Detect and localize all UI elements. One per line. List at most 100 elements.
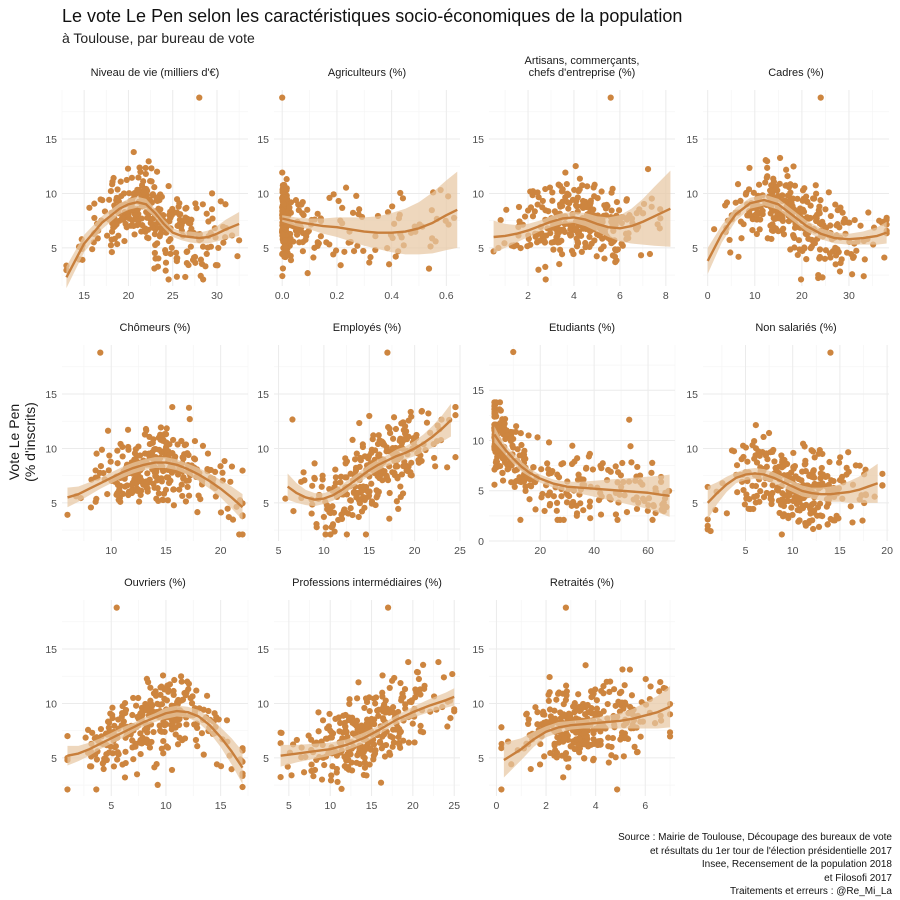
data-point — [581, 755, 588, 762]
x-tick-label: 4 — [593, 800, 599, 812]
data-point — [614, 786, 621, 793]
data-point — [198, 730, 206, 737]
facet-panel: Employés (%) 5 10 15 20 25 5 10 15 — [257, 322, 466, 557]
data-point — [142, 164, 149, 172]
data-point — [185, 686, 192, 693]
data-point — [400, 436, 408, 443]
data-point — [89, 246, 96, 253]
data-point — [734, 181, 742, 188]
data-point — [170, 691, 177, 699]
data-point — [184, 450, 191, 457]
data-point — [342, 184, 350, 191]
data-point — [407, 408, 414, 416]
data-point — [542, 185, 549, 193]
data-point — [343, 753, 350, 761]
data-point — [582, 662, 589, 669]
data-point — [723, 510, 730, 517]
data-point — [356, 206, 363, 213]
data-point — [515, 203, 523, 211]
data-point — [295, 207, 302, 214]
data-point — [647, 683, 654, 690]
x-tick-label: 30 — [843, 290, 855, 302]
data-point — [573, 235, 580, 242]
data-point — [281, 237, 289, 244]
data-point — [239, 531, 246, 538]
data-point — [614, 516, 621, 523]
data-point — [326, 710, 333, 718]
x-tick-label: 10 — [749, 290, 761, 302]
data-point — [286, 204, 293, 211]
data-point — [228, 766, 235, 773]
data-point — [581, 729, 588, 736]
data-point — [184, 483, 191, 491]
data-point — [513, 423, 520, 430]
data-point — [816, 246, 824, 253]
data-point — [122, 759, 129, 767]
data-point — [405, 658, 412, 666]
data-point — [139, 222, 146, 229]
data-point — [176, 486, 183, 493]
data-point — [182, 498, 189, 505]
data-point — [135, 174, 142, 181]
data-point — [562, 750, 570, 757]
data-point — [775, 228, 782, 235]
data-point — [170, 436, 177, 444]
data-point — [118, 722, 125, 729]
data-point — [326, 194, 333, 201]
trend-line — [286, 419, 452, 501]
x-tick-label: 0 — [494, 800, 500, 812]
data-point — [392, 253, 399, 260]
data-point — [142, 739, 149, 746]
data-point — [222, 201, 229, 208]
y-tick-label: 15 — [686, 134, 698, 146]
data-point — [810, 195, 818, 202]
data-point — [568, 502, 575, 509]
data-point — [737, 197, 744, 204]
data-point — [336, 728, 343, 735]
x-tick-label: 10 — [324, 800, 336, 812]
data-point — [752, 482, 760, 490]
data-point — [175, 721, 183, 729]
data-point — [365, 492, 373, 499]
data-point — [530, 464, 537, 471]
data-point — [623, 734, 630, 741]
data-point — [355, 679, 362, 686]
data-point — [153, 168, 161, 175]
facet-panel: Cadres (%) 0 10 20 30 5 10 15 — [686, 67, 890, 302]
data-point — [361, 453, 369, 460]
data-point — [322, 524, 329, 531]
data-point — [379, 672, 386, 679]
data-point — [722, 202, 729, 209]
data-point — [341, 248, 348, 255]
data-point — [538, 466, 545, 473]
x-tick-label: 0 — [705, 290, 711, 302]
data-point — [421, 685, 428, 692]
facet-title: Cadres (%) — [768, 67, 824, 79]
data-point — [783, 166, 790, 173]
data-point — [565, 205, 572, 212]
data-point — [217, 509, 225, 516]
data-point — [109, 711, 116, 719]
data-point — [546, 706, 554, 713]
data-point — [608, 752, 615, 759]
data-point — [144, 450, 151, 458]
data-point — [504, 466, 511, 473]
data-point — [329, 522, 336, 529]
data-point — [281, 251, 288, 258]
y-tick-label: 10 — [472, 435, 484, 447]
data-point — [606, 688, 613, 695]
data-point — [789, 195, 797, 202]
data-point — [143, 706, 150, 713]
data-point — [158, 193, 165, 200]
data-point — [184, 248, 191, 255]
data-point — [825, 189, 832, 196]
data-point — [595, 232, 603, 239]
data-point — [859, 517, 866, 524]
data-point — [837, 454, 844, 461]
data-point — [82, 734, 89, 741]
data-point — [771, 458, 778, 465]
data-point — [815, 523, 823, 531]
data-point — [219, 469, 226, 476]
data-point — [499, 477, 507, 484]
data-point — [794, 251, 801, 259]
